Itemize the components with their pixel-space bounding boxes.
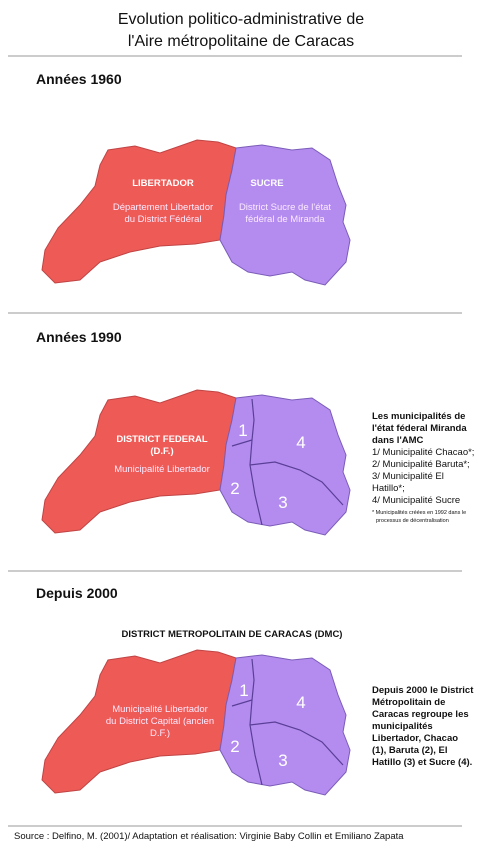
section-subheading: DISTRICT METROPOLITAIN DE CARACAS (DMC) <box>122 629 343 640</box>
map-label: Municipalité Libertador <box>114 464 210 475</box>
municipality-number: 3 <box>278 751 287 770</box>
legend-2000: Depuis 2000 le District Métropolitain de… <box>372 685 474 768</box>
municipality-number: 2 <box>230 737 239 756</box>
municipality-number: 1 <box>239 681 248 700</box>
municipality-number: 4 <box>296 693 305 712</box>
map-label: District Sucre de l'état <box>239 202 331 213</box>
municipality-number: 3 <box>278 493 287 512</box>
legend-line: Caracas regroupe les <box>372 709 469 720</box>
legend-line: municipalités <box>372 721 433 732</box>
legend-line: Les municipalités de <box>372 411 465 422</box>
map-2000: Municipalité Libertador du District Capi… <box>41 649 351 796</box>
title-line: Evolution politico-administrative de <box>118 11 364 28</box>
legend-line: Depuis 2000 le District <box>372 685 474 696</box>
section-heading: Années 1990 <box>36 329 122 345</box>
map-label: du District Capital (ancien <box>106 716 214 727</box>
map-label: Municipalité Libertador <box>112 704 208 715</box>
section-heading: Années 1960 <box>36 71 122 87</box>
municipality-number: 2 <box>230 479 239 498</box>
map-1960: LIBERTADOR Département Libertador du Dis… <box>41 139 351 286</box>
legend-line: 1/ Municipalité Chacao*; <box>372 447 474 458</box>
footnote: * Municipalités créées en 1992 dans le <box>372 510 466 516</box>
legend-line: (1), Baruta (2), El <box>372 745 448 756</box>
map-label: Département Libertador <box>113 202 213 213</box>
legend-1990: Les municipalités de l'état féderal Mira… <box>372 411 474 524</box>
map-label: LIBERTADOR <box>132 178 194 189</box>
legend-line: 4/ Municipalité Sucre <box>372 495 460 506</box>
map-label: fédéral de Miranda <box>245 214 325 225</box>
title-line: l'Aire métropolitaine de Caracas <box>128 33 354 50</box>
municipality-number: 4 <box>296 433 305 452</box>
municipality-number: 1 <box>238 421 247 440</box>
legend-line: Hatillo*; <box>372 483 405 494</box>
map-label: (D.F.) <box>150 446 173 457</box>
map-1990: DISTRICT FEDERAL (D.F.) Municipalité Lib… <box>41 389 351 536</box>
map-label: SUCRE <box>250 178 283 189</box>
section-heading: Depuis 2000 <box>36 585 118 601</box>
map-label: D.F.) <box>150 728 170 739</box>
map-label: DISTRICT FEDERAL <box>116 434 208 445</box>
legend-line: Métropolitain de <box>372 697 445 708</box>
legend-line: dans l'AMC <box>372 435 423 446</box>
legend-line: Hatillo (3) et Sucre (4). <box>372 757 472 768</box>
footnote: processus de décentralisation <box>376 518 449 524</box>
map-label: du District Fédéral <box>124 214 201 225</box>
legend-line: 3/ Municipalité El <box>372 471 444 482</box>
source: Source : Delfino, M. (2001)/ Adaptation … <box>14 831 404 842</box>
legend-line: l'état féderal Miranda <box>372 423 467 434</box>
legend-line: 2/ Municipalité Baruta*; <box>372 459 470 470</box>
legend-line: Libertador, Chacao <box>372 733 458 744</box>
